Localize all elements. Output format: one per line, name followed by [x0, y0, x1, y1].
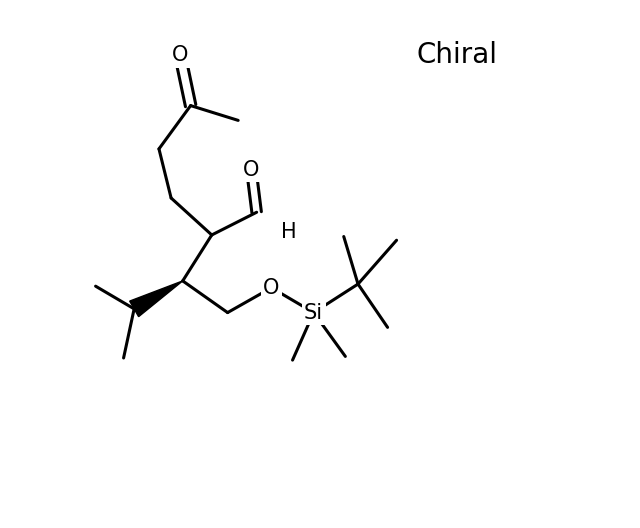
Text: Chiral: Chiral	[417, 41, 498, 70]
Text: O: O	[243, 160, 260, 180]
Polygon shape	[130, 281, 183, 317]
Text: Si: Si	[304, 303, 323, 323]
Text: O: O	[172, 45, 188, 65]
Text: H: H	[280, 222, 296, 242]
Text: O: O	[263, 278, 280, 298]
